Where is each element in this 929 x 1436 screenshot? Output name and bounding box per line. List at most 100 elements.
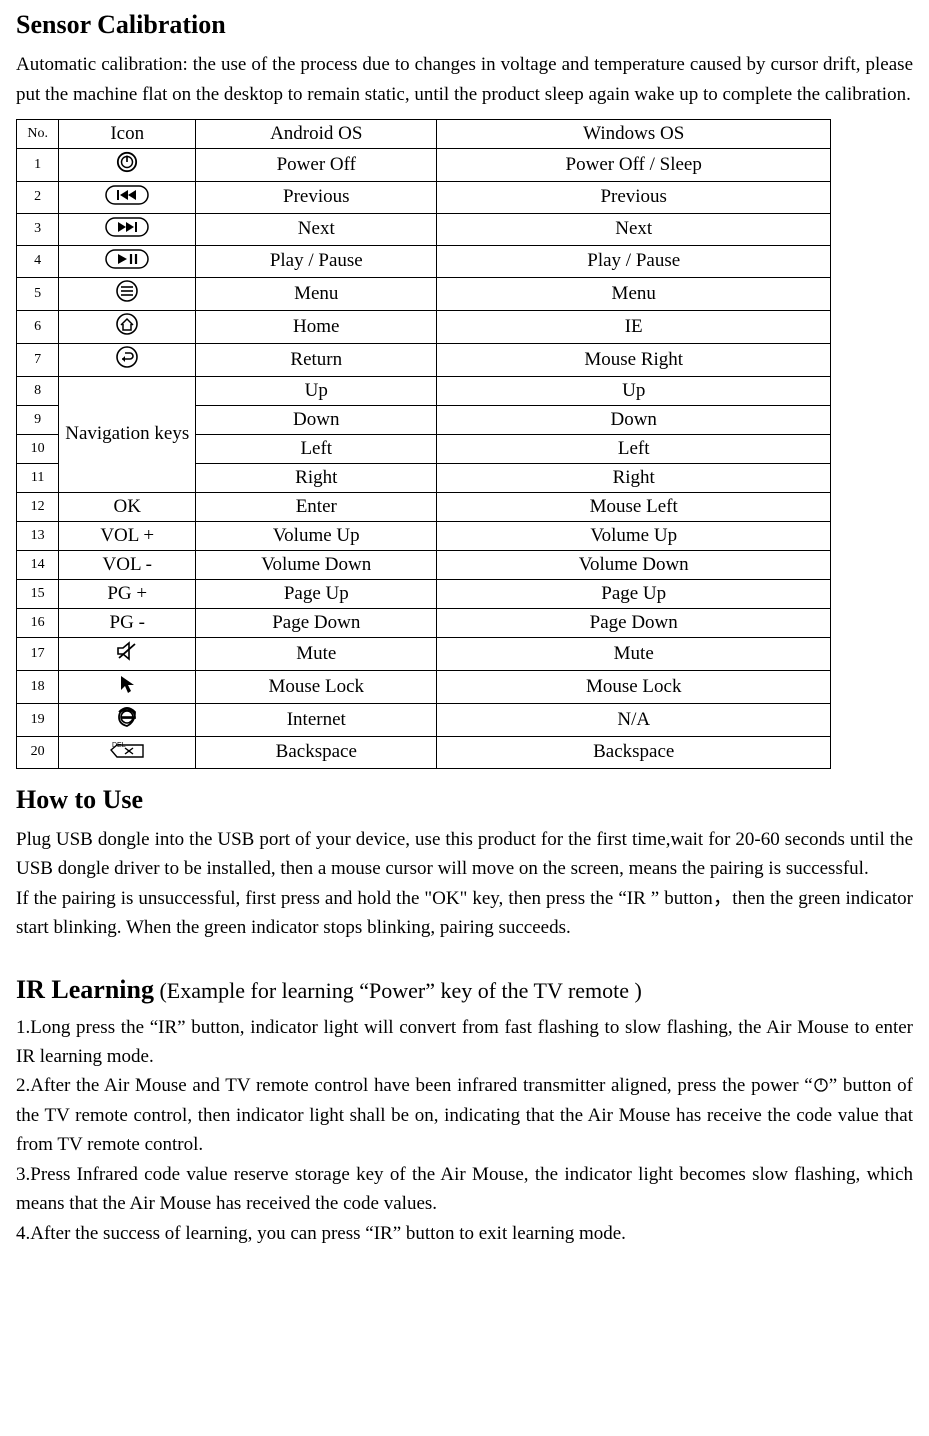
cell-no: 14 <box>17 550 59 579</box>
cell-no: 11 <box>17 463 59 492</box>
cell-windows: Right <box>437 463 831 492</box>
how-to-use-body: Plug USB dongle into the USB port of you… <box>16 825 913 943</box>
cell-icon-text: PG + <box>59 579 196 608</box>
cell-no: 2 <box>17 181 59 213</box>
cell-icon <box>59 343 196 376</box>
cell-icon <box>59 245 196 277</box>
table-row: 18 Mouse Lock Mouse Lock <box>17 670 831 703</box>
ir-step3: 3.Press Infrared code value reserve stor… <box>16 1160 913 1219</box>
table-row: 15 PG + Page Up Page Up <box>17 579 831 608</box>
cell-android: Home <box>196 310 437 343</box>
cell-icon <box>59 213 196 245</box>
table-row: 13 VOL + Volume Up Volume Up <box>17 521 831 550</box>
table-row: 8 Navigation keys Up Up <box>17 376 831 405</box>
cell-windows: Page Up <box>437 579 831 608</box>
cell-windows: Mouse Right <box>437 343 831 376</box>
cell-no: 6 <box>17 310 59 343</box>
navigation-keys-cell: Navigation keys <box>59 376 196 492</box>
cell-no: 18 <box>17 670 59 703</box>
cell-windows: Down <box>437 405 831 434</box>
cell-no: 20 <box>17 736 59 768</box>
table-row: 1 Power Off Power Off / Sleep <box>17 148 831 181</box>
cell-android: Page Up <box>196 579 437 608</box>
cell-android: Play / Pause <box>196 245 437 277</box>
table-row: 5 Menu Menu <box>17 277 831 310</box>
spacer <box>16 943 913 957</box>
ir-step2: 2.After the Air Mouse and TV remote cont… <box>16 1071 913 1159</box>
how-to-use-title: How to Use <box>16 785 913 815</box>
cell-android: Up <box>196 376 437 405</box>
cell-android: Power Off <box>196 148 437 181</box>
key-mapping-table: No. Icon Android OS Windows OS 1 Power O… <box>16 119 831 769</box>
cell-no: 13 <box>17 521 59 550</box>
cell-windows: Left <box>437 434 831 463</box>
cell-no: 16 <box>17 608 59 637</box>
cell-android: Previous <box>196 181 437 213</box>
cell-no: 17 <box>17 637 59 670</box>
cell-no: 4 <box>17 245 59 277</box>
cell-icon <box>59 181 196 213</box>
table-row: 6 Home IE <box>17 310 831 343</box>
cell-android: Left <box>196 434 437 463</box>
cell-android: Mute <box>196 637 437 670</box>
cell-no: 5 <box>17 277 59 310</box>
mouse-lock-icon <box>116 673 138 695</box>
header-android: Android OS <box>196 119 437 148</box>
table-row: 12 OK Enter Mouse Left <box>17 492 831 521</box>
ir-step4: 4.After the success of learning, you can… <box>16 1219 913 1248</box>
cell-icon-text: OK <box>59 492 196 521</box>
header-windows: Windows OS <box>437 119 831 148</box>
cell-windows: Backspace <box>437 736 831 768</box>
menu-icon <box>114 280 140 302</box>
previous-icon <box>105 184 149 206</box>
cell-android: Next <box>196 213 437 245</box>
cell-icon-text: VOL + <box>59 521 196 550</box>
cell-android: Enter <box>196 492 437 521</box>
cell-icon <box>59 310 196 343</box>
cell-android: Volume Up <box>196 521 437 550</box>
cell-android: Menu <box>196 277 437 310</box>
cell-android: Internet <box>196 703 437 736</box>
cell-windows: Mouse Left <box>437 492 831 521</box>
table-row: 7 Return Mouse Right <box>17 343 831 376</box>
cell-no: 3 <box>17 213 59 245</box>
power-icon <box>116 151 138 173</box>
cell-no: 7 <box>17 343 59 376</box>
table-row: 17 Mute Mute <box>17 637 831 670</box>
next-icon <box>105 216 149 238</box>
sensor-calibration-paragraph: Automatic calibration: the use of the pr… <box>16 50 913 111</box>
header-icon: Icon <box>59 119 196 148</box>
cell-android: Volume Down <box>196 550 437 579</box>
cell-windows: Mute <box>437 637 831 670</box>
cell-icon: DEL <box>59 736 196 768</box>
ir-learning-title-bold: IR Learning <box>16 975 154 1004</box>
ir-learning-title-rest: (Example for learning “Power” key of the… <box>154 978 642 1003</box>
cell-no: 8 <box>17 376 59 405</box>
cell-windows: Up <box>437 376 831 405</box>
cell-icon <box>59 637 196 670</box>
cell-icon <box>59 148 196 181</box>
table-row: 19 Internet N/A <box>17 703 831 736</box>
ir-step1: 1.Long press the “IR” button, indicator … <box>16 1013 913 1072</box>
cell-icon-text: VOL - <box>59 550 196 579</box>
cell-windows: Page Down <box>437 608 831 637</box>
table-row: 2 Previous Previous <box>17 181 831 213</box>
cell-windows: IE <box>437 310 831 343</box>
cell-no: 19 <box>17 703 59 736</box>
cell-windows: Volume Up <box>437 521 831 550</box>
table-row: 3 Next Next <box>17 213 831 245</box>
how-to-use-p2: If the pairing is unsuccessful, first pr… <box>16 884 913 943</box>
cell-android: Right <box>196 463 437 492</box>
cell-icon <box>59 703 196 736</box>
cell-android: Page Down <box>196 608 437 637</box>
cell-windows: Next <box>437 213 831 245</box>
table-row: 20 DEL Backspace Backspace <box>17 736 831 768</box>
cell-windows: Play / Pause <box>437 245 831 277</box>
header-no: No. <box>17 119 59 148</box>
table-row: 14 VOL - Volume Down Volume Down <box>17 550 831 579</box>
cell-no: 12 <box>17 492 59 521</box>
cell-windows: Volume Down <box>437 550 831 579</box>
return-icon <box>114 346 140 368</box>
cell-windows: Menu <box>437 277 831 310</box>
how-to-use-p1: Plug USB dongle into the USB port of you… <box>16 825 913 884</box>
